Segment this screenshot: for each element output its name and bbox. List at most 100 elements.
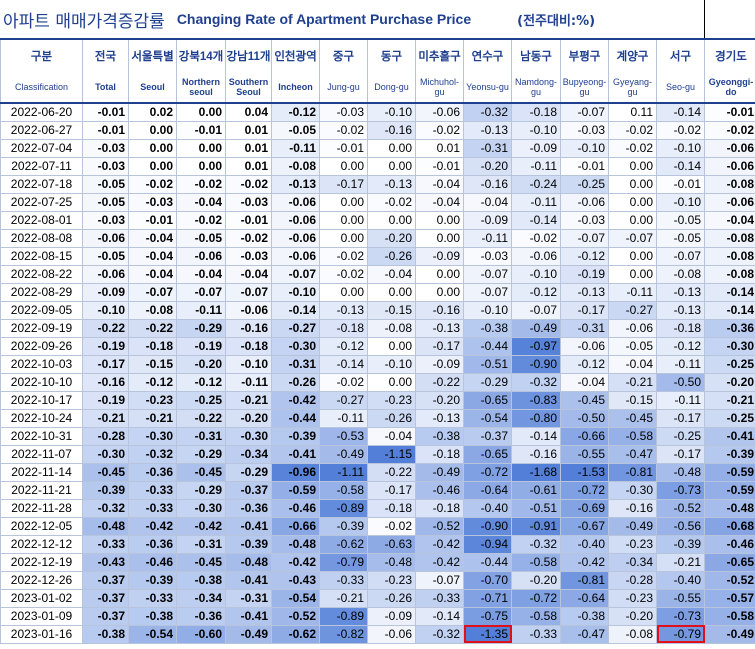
cell-value: -0.07 (463, 282, 512, 302)
cell-value: -0.33 (82, 534, 129, 554)
cell-value: -0.66 (271, 516, 320, 536)
cell-value: -0.02 (608, 120, 657, 140)
table-row: 2022-11-14 -0.45 -0.36 -0.45 -0.29 -0.96 -1.11… (0, 462, 755, 482)
cell-value: -0.30 (271, 336, 320, 356)
cell-value: -0.30 (128, 426, 177, 446)
cell-value: -0.46 (128, 552, 177, 572)
table-row: 2022-12-05 -0.48 -0.42 -0.42 -0.41 -0.66 -0.39… (0, 516, 755, 536)
cell-value: -0.26 (367, 408, 416, 428)
cell-value: -0.49 (704, 624, 755, 644)
cell-value: -0.07 (463, 264, 512, 284)
column-subheader-10: Namdong-gu (511, 72, 561, 104)
cell-value: -0.01 (415, 156, 464, 176)
cell-value: -0.59 (704, 462, 755, 482)
cell-value: -0.13 (367, 174, 416, 194)
cell-value: -0.20 (511, 570, 561, 590)
row-date: 2022-12-19 (0, 552, 83, 572)
cell-value: -0.04 (176, 192, 226, 212)
cell-value: -0.72 (463, 462, 512, 482)
table-row: 2022-12-26 -0.37 -0.39 -0.38 -0.41 -0.43 -0.33… (0, 570, 755, 590)
cell-value: -0.58 (511, 552, 561, 572)
cell-value: -0.90 (463, 516, 512, 536)
cell-value: -0.36 (704, 318, 755, 338)
column-header-13: 서구 (656, 38, 705, 72)
column-header-6: 중구 (319, 38, 368, 72)
cell-value: -0.04 (225, 264, 272, 284)
cell-value: -0.33 (128, 588, 177, 608)
table-row: 2022-07-11 -0.03 0.00 0.00 0.01 -0.08 0.00 0.00… (0, 156, 755, 176)
cell-value: -0.52 (656, 498, 705, 518)
cell-value: 0.01 (415, 138, 464, 158)
cell-value: -0.03 (128, 192, 177, 212)
title-korean: 아파트 매매가격증감률 (3, 11, 165, 32)
cell-value: -0.48 (225, 552, 272, 572)
cell-value: -0.96 (271, 462, 320, 482)
cell-value: -0.45 (176, 552, 226, 572)
column-subheader-8: Michuhol-gu (415, 72, 464, 104)
cell-value: -0.20 (415, 390, 464, 410)
cell-value: -0.02 (608, 138, 657, 158)
cell-value: 0.00 (367, 156, 416, 176)
cell-value: -0.04 (128, 228, 177, 248)
cell-value-highlighted: -1.35 (463, 624, 512, 644)
cell-value: -0.16 (82, 372, 129, 392)
cell-value: -0.08 (704, 264, 755, 284)
cell-value: -0.03 (225, 192, 272, 212)
cell-value: -0.46 (271, 498, 320, 518)
cell-value: -0.18 (415, 444, 464, 464)
cell-value: -1.68 (511, 462, 561, 482)
cell-value: -0.03 (225, 246, 272, 266)
cell-value: -0.17 (656, 408, 705, 428)
cell-value: -0.10 (560, 138, 609, 158)
cell-value: -0.82 (319, 624, 368, 644)
cell-value: -0.25 (656, 426, 705, 446)
cell-value: -0.09 (463, 210, 512, 230)
column-header-11: 부평구 (560, 38, 609, 72)
cell-value: -0.20 (225, 408, 272, 428)
cell-value: -0.23 (367, 570, 416, 590)
cell-value: -0.12 (511, 282, 561, 302)
cell-value: -0.01 (128, 210, 177, 230)
cell-value: -0.58 (511, 606, 561, 626)
cell-value: -0.06 (176, 246, 226, 266)
cell-value: -0.30 (608, 480, 657, 500)
cell-value: -0.16 (367, 120, 416, 140)
cell-value: -0.02 (511, 228, 561, 248)
cell-value: -0.19 (82, 390, 129, 410)
cell-value: -0.05 (656, 228, 705, 248)
cell-value: -0.42 (415, 534, 464, 554)
cell-value: 0.01 (225, 138, 272, 158)
cell-value: -0.36 (176, 606, 226, 626)
cell-value: -0.29 (176, 480, 226, 500)
cell-value: -0.43 (82, 552, 129, 572)
cell-value: 0.00 (319, 210, 368, 230)
cell-value: 0.00 (128, 120, 177, 140)
cell-value: -0.02 (176, 174, 226, 194)
cell-value: -0.17 (367, 480, 416, 500)
cell-value: 0.02 (128, 102, 177, 122)
cell-value: -0.05 (176, 228, 226, 248)
cell-value: -0.13 (319, 300, 368, 320)
row-date: 2022-07-04 (0, 138, 83, 158)
cell-value: 0.00 (176, 102, 226, 122)
cell-value: -0.17 (560, 300, 609, 320)
table-row: 2022-07-25 -0.05 -0.03 -0.04 -0.03 -0.06 0.00-… (0, 192, 755, 212)
cell-value: -0.13 (656, 282, 705, 302)
cell-value: -0.14 (511, 210, 561, 230)
table-row: 2022-09-26 -0.19 -0.18 -0.19 -0.18 -0.30 -0.12… (0, 336, 755, 356)
cell-value: -0.18 (319, 318, 368, 338)
cell-value: -0.38 (415, 426, 464, 446)
cell-value: -0.05 (82, 246, 129, 266)
cell-value: 0.00 (176, 156, 226, 176)
cell-value: -0.02 (704, 120, 755, 140)
table-row: 2023-01-16 -0.38 -0.54 -0.60 -0.49 -0.62 -0.82… (0, 624, 755, 644)
cell-value: -0.16 (608, 498, 657, 518)
cell-value: -0.16 (511, 444, 561, 464)
cell-value: -0.08 (608, 624, 657, 644)
cell-value: -0.11 (608, 282, 657, 302)
cell-value: -0.09 (82, 282, 129, 302)
cell-value: -0.48 (367, 552, 416, 572)
cell-value: -0.46 (415, 480, 464, 500)
cell-value: -0.14 (511, 426, 561, 446)
cell-value: -0.63 (367, 534, 416, 554)
